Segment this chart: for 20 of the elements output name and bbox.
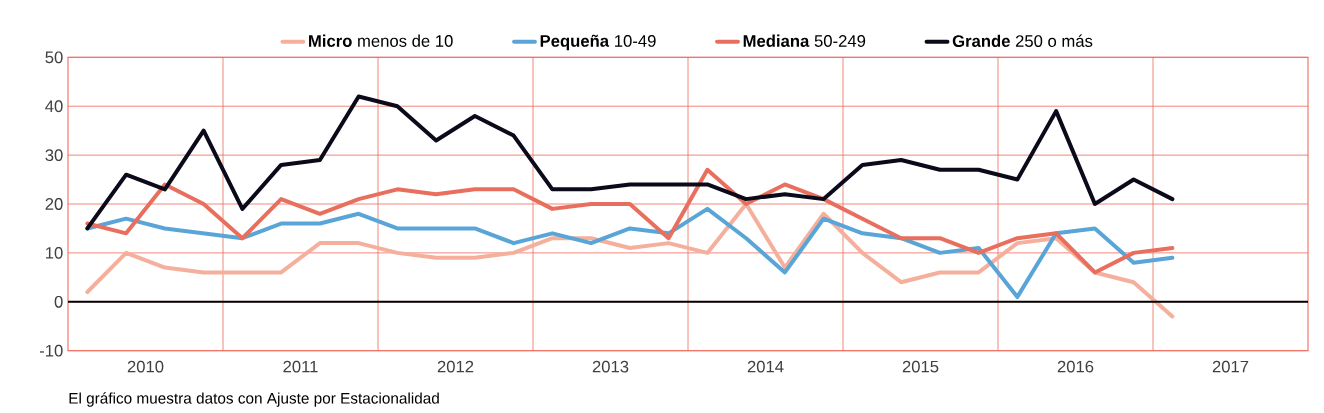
x-tick-label: 2010 (127, 360, 164, 373)
legend-label: Micro menos de 10 (309, 34, 453, 47)
x-tick-label: 2013 (592, 360, 629, 373)
text: El gráfico muestra datos con Ajuste por Estacionalidad (69, 392, 439, 407)
x-tick-label: 2016 (1057, 360, 1094, 373)
x-tick-label: 2014 (747, 360, 784, 373)
y-tick-label: 40 (45, 100, 63, 112)
legend-label: Grande 250 o más (952, 34, 1093, 47)
legend-label: Mediana 50-249 (743, 34, 866, 47)
y-tick-label: 10 (46, 246, 63, 259)
x-tick-label: 2015 (902, 360, 939, 373)
y-tick-label: -10 (39, 344, 63, 357)
x-tick-label: 2011 (283, 360, 318, 373)
x-tick-label: 2017 (1212, 360, 1249, 373)
legend-label: Pequeña 10-49 (540, 34, 656, 50)
y-tick-label: 30 (45, 149, 63, 161)
x-tick-label: 2012 (437, 360, 474, 373)
y-tick-label: 50 (45, 51, 63, 64)
y-tick-label: 20 (45, 197, 63, 210)
y-tick-label: 0 (54, 295, 63, 308)
